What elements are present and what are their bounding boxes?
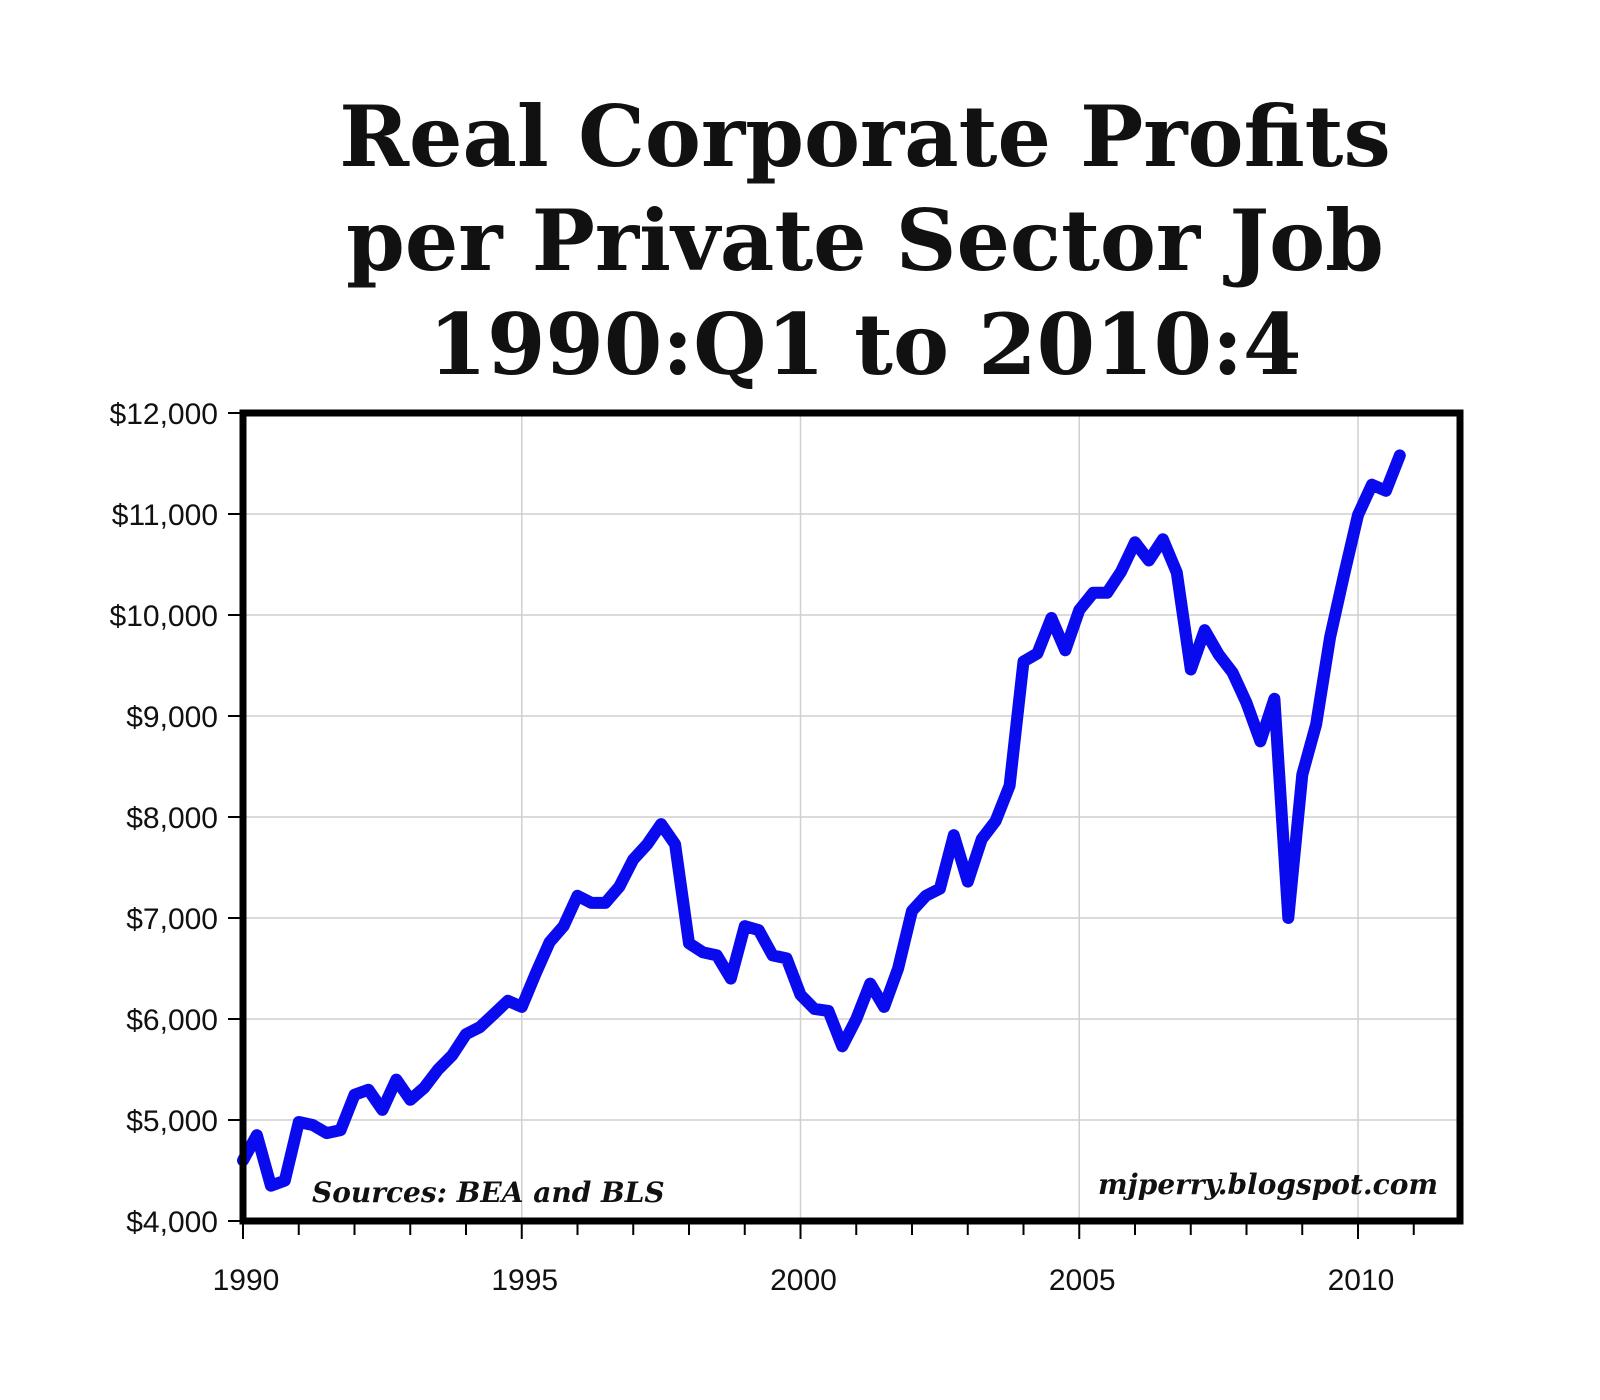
y-tick-label: $6,000 (126, 1004, 218, 1037)
chart-title: Real Corporate Profits per Private Secto… (0, 85, 1600, 397)
x-tick-label: 1995 (491, 1264, 558, 1297)
y-tick-label: $8,000 (126, 802, 218, 835)
title-line-1: Real Corporate Profits (339, 87, 1391, 186)
y-tick-label: $9,000 (126, 701, 218, 734)
y-axis: $4,000 $5,000 $6,000 $7,000 $8,000 $9,000 $10,… (110, 398, 243, 1239)
y-tick-label: $12,000 (110, 398, 218, 431)
series-line (237, 449, 1406, 1192)
x-tick-label: 2000 (770, 1264, 837, 1297)
y-tick-label: $4,000 (126, 1206, 218, 1239)
x-tick-label: 2005 (1049, 1264, 1116, 1297)
title-line-3: 1990:Q1 to 2010:4 (428, 295, 1302, 394)
y-tick-label: $7,000 (126, 903, 218, 936)
y-tick-label: $5,000 (126, 1105, 218, 1138)
series-group (237, 449, 1406, 1192)
x-tick-label: 2010 (1328, 1264, 1395, 1297)
y-tick-label: $10,000 (110, 600, 218, 633)
plot-frame (239, 409, 1464, 1225)
title-line-2: per Private Sector Job (346, 191, 1384, 290)
watermark-text: mjperry.blogspot.com (1098, 1168, 1438, 1201)
sources-note: Sources: BEA and BLS (312, 1176, 665, 1209)
x-tick-label: 1990 (213, 1264, 280, 1297)
y-tick-label: $11,000 (112, 499, 218, 532)
x-axis: 1990 1995 2000 2005 2010 (213, 1221, 1415, 1297)
